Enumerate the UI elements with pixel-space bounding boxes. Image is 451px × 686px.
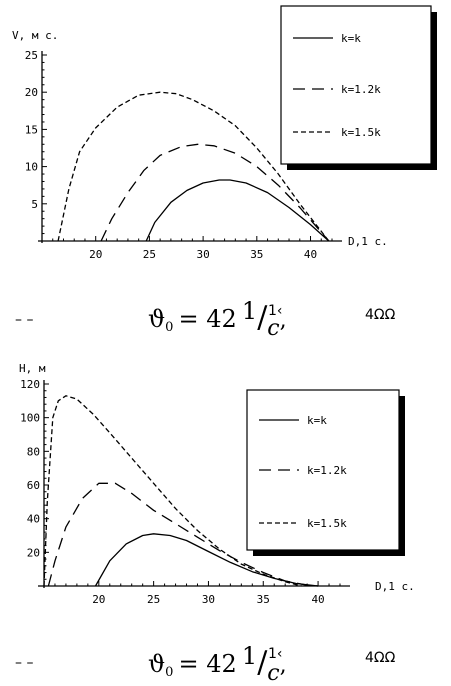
caption-numerator: 1 [241,297,258,325]
x-tick-label: 35 [257,593,270,606]
legend-label: k=k [307,414,327,427]
caption-subscript: 0 [165,320,174,336]
x-axis-label: D,1 c. [375,580,415,593]
y-tick-label: 20 [25,86,38,99]
y-tick-label: 10 [25,161,38,174]
series-line-k=1.5k [43,395,302,587]
y-tick-label: 120 [20,378,40,391]
caption-tail: , [279,308,287,333]
x-axis-label: D,1 c. [348,235,388,248]
cut-text-mid: 1‹ [268,646,283,662]
x-tick-label: 25 [147,593,160,606]
chart-panel-1: 20 25 30 35 40 5 10 15 20 25 V, м с. D,1 c. k=k k=1.2… [12,5,437,261]
cut-text-left: – – [15,312,34,328]
caption-numerator: 1 [241,642,258,670]
caption-tail: , [279,653,287,678]
y-axis-label: H, м [19,362,46,375]
x-tick-label: 20 [92,593,105,606]
x-tick-label: 25 [143,248,156,261]
legend-label: k=1.2k [341,83,381,96]
y-tick-label: 25 [25,49,38,62]
caption-equation: = 42 [178,650,237,678]
caption-denominator: c [267,316,280,341]
caption-slash: / [257,300,268,335]
cut-text-right: 4ΩΩ [365,307,396,323]
legend-label: k=k [341,32,361,45]
caption-denominator: c [267,661,280,686]
y-tick-label: 15 [25,123,38,136]
legend-box [280,5,432,165]
cut-text-right: 4ΩΩ [365,650,396,666]
cut-text-mid: 1‹ [268,303,283,319]
series-line-k=1.2k [47,482,319,587]
y-tick-label: 20 [27,546,40,559]
caption-equation: = 42 [178,305,237,333]
series-line-k=k [145,179,330,242]
caption-symbol: ϑ [148,305,166,333]
x-tick-label: 40 [304,248,317,261]
series-line-k=1.2k [100,143,330,242]
legend-box [246,389,400,551]
y-tick-label: 80 [27,445,40,458]
caption-subscript: 0 [165,665,174,681]
legend-label: k=1.5k [307,517,347,530]
x-tick-label: 30 [196,248,209,261]
x-tick-label: 40 [311,593,324,606]
x-tick-label: 30 [202,593,215,606]
chart-panel-2: 20 25 30 35 40 20 40 60 80 100 120 H, м D,1 c. k=k k=1… [19,362,415,606]
y-tick-label: 100 [20,412,40,425]
cut-text-left: – – [15,655,34,671]
y-tick-label: 60 [27,479,40,492]
height-caption: ϑ0 = 42 1/c, [148,642,287,686]
x-tick-label: 20 [89,248,102,261]
legend-label: k=1.5k [341,126,381,139]
y-axis-label: V, м с. [12,29,58,42]
y-tick-label: 5 [31,198,38,211]
velocity-caption: ϑ0 = 42 1/c, [148,297,287,341]
legend-label: k=1.2k [307,464,347,477]
x-tick-label: 35 [250,248,263,261]
y-tick-label: 40 [27,513,40,526]
caption-symbol: ϑ [148,650,166,678]
caption-slash: / [257,645,268,680]
